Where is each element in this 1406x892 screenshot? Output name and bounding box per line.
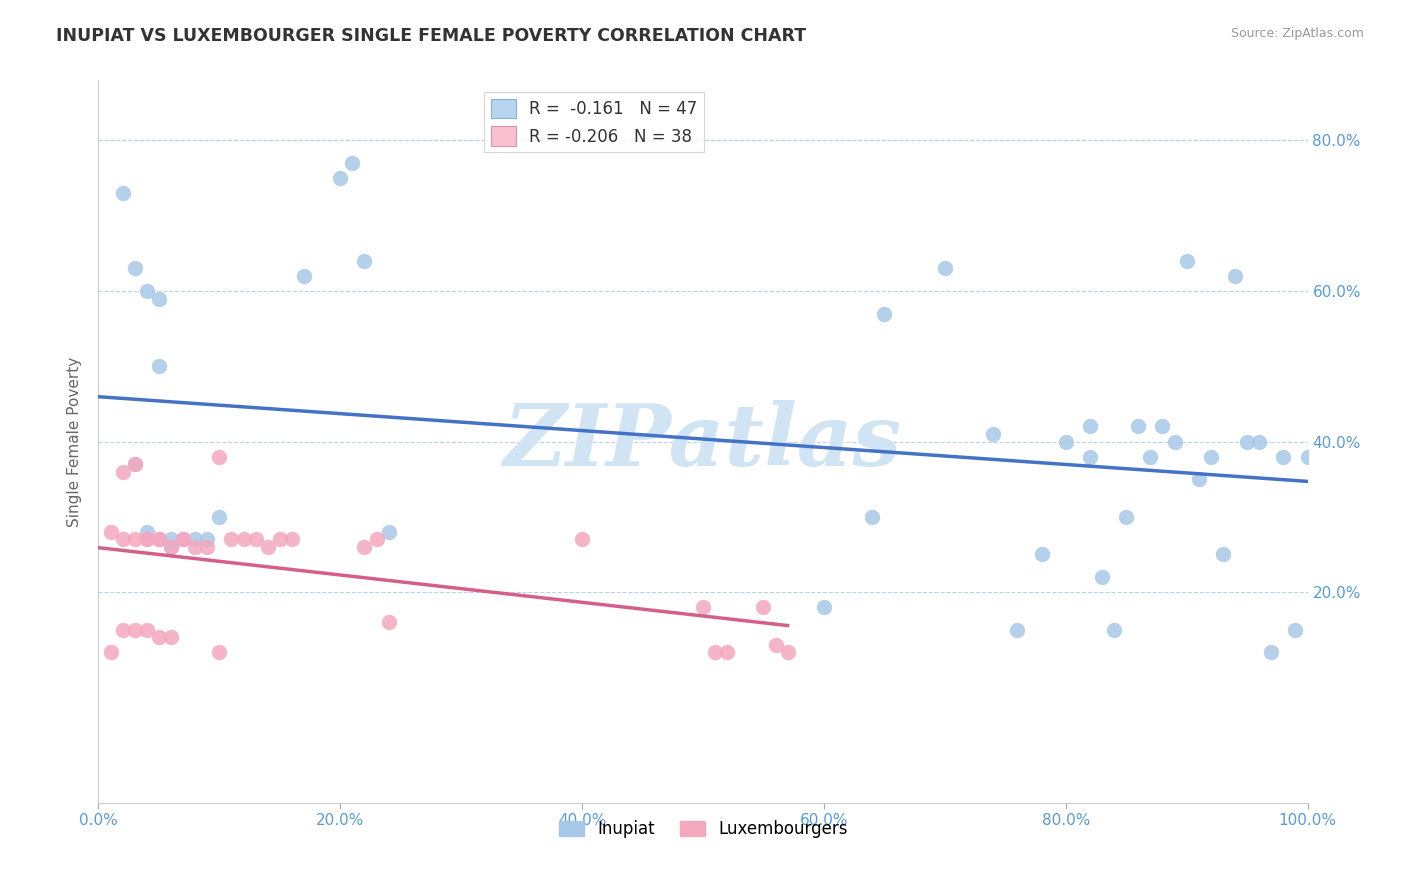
Point xyxy=(1115,509,1137,524)
Point xyxy=(1199,450,1222,464)
Point xyxy=(221,533,243,547)
Point xyxy=(195,533,218,547)
Point xyxy=(1091,570,1114,584)
Point xyxy=(184,540,207,554)
Point xyxy=(1128,419,1150,434)
Text: Source: ZipAtlas.com: Source: ZipAtlas.com xyxy=(1230,27,1364,40)
Point xyxy=(135,284,157,298)
Point xyxy=(111,186,134,201)
Point xyxy=(1152,419,1174,434)
Point xyxy=(269,533,291,547)
Y-axis label: Single Female Poverty: Single Female Poverty xyxy=(67,357,83,526)
Point xyxy=(172,533,194,547)
Point xyxy=(1078,450,1101,464)
Point xyxy=(776,645,799,659)
Point xyxy=(813,600,835,615)
Point xyxy=(1188,472,1211,486)
Text: ZIPatlas: ZIPatlas xyxy=(503,400,903,483)
Point xyxy=(292,268,315,283)
Point xyxy=(1175,253,1198,268)
Point xyxy=(135,533,157,547)
Point xyxy=(148,533,170,547)
Point xyxy=(148,533,170,547)
Point xyxy=(100,524,122,539)
Point xyxy=(1163,434,1185,449)
Point xyxy=(124,533,146,547)
Point xyxy=(366,533,388,547)
Point xyxy=(160,540,183,554)
Point xyxy=(377,524,399,539)
Point xyxy=(1212,548,1234,562)
Point xyxy=(172,533,194,547)
Point xyxy=(1296,450,1319,464)
Point xyxy=(1236,434,1258,449)
Point xyxy=(873,307,896,321)
Point xyxy=(148,533,170,547)
Point xyxy=(232,533,254,547)
Point xyxy=(135,524,157,539)
Point xyxy=(1078,419,1101,434)
Point xyxy=(1284,623,1306,637)
Point xyxy=(208,509,231,524)
Point xyxy=(765,638,787,652)
Point xyxy=(245,533,267,547)
Point xyxy=(692,600,714,615)
Point xyxy=(353,253,375,268)
Point xyxy=(135,623,157,637)
Point xyxy=(1139,450,1161,464)
Point xyxy=(208,450,231,464)
Point xyxy=(111,465,134,479)
Point xyxy=(124,457,146,471)
Point xyxy=(1054,434,1077,449)
Point xyxy=(100,645,122,659)
Point xyxy=(148,630,170,644)
Point xyxy=(124,623,146,637)
Point xyxy=(1260,645,1282,659)
Point xyxy=(184,533,207,547)
Point xyxy=(571,533,593,547)
Point xyxy=(111,623,134,637)
Point xyxy=(135,533,157,547)
Point xyxy=(342,156,364,170)
Point xyxy=(148,359,170,374)
Point xyxy=(752,600,775,615)
Point xyxy=(1249,434,1271,449)
Point xyxy=(256,540,278,554)
Point xyxy=(329,171,352,186)
Point xyxy=(1007,623,1029,637)
Point xyxy=(208,645,231,659)
Point xyxy=(1272,450,1295,464)
Point xyxy=(716,645,738,659)
Text: INUPIAT VS LUXEMBOURGER SINGLE FEMALE POVERTY CORRELATION CHART: INUPIAT VS LUXEMBOURGER SINGLE FEMALE PO… xyxy=(56,27,807,45)
Point xyxy=(1223,268,1246,283)
Point xyxy=(934,261,956,276)
Point xyxy=(353,540,375,554)
Point xyxy=(111,533,134,547)
Point xyxy=(195,540,218,554)
Legend: Inupiat, Luxembourgers: Inupiat, Luxembourgers xyxy=(553,814,853,845)
Point xyxy=(124,457,146,471)
Point xyxy=(281,533,304,547)
Point xyxy=(160,630,183,644)
Point xyxy=(377,615,399,630)
Point xyxy=(148,292,170,306)
Point xyxy=(160,533,183,547)
Point xyxy=(981,427,1004,442)
Point xyxy=(124,261,146,276)
Point xyxy=(860,509,883,524)
Point xyxy=(704,645,727,659)
Point xyxy=(160,540,183,554)
Point xyxy=(1031,548,1053,562)
Point xyxy=(1102,623,1125,637)
Point xyxy=(172,533,194,547)
